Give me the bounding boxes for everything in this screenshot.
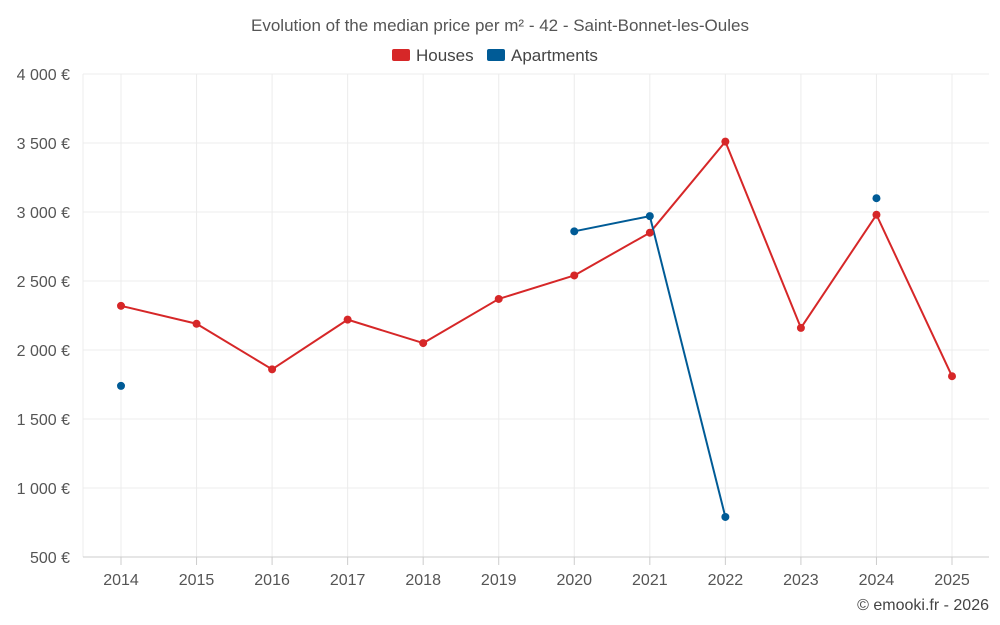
axes: 500 € 1 000 € 1 500 € 2 000 € 2 500 € 3 000 €… [17, 67, 989, 589]
y-tick-label: 2 000 € [17, 343, 70, 360]
data-point-apartments[interactable] [721, 512, 730, 521]
x-tick-label: 2017 [330, 572, 366, 589]
y-tick-label: 4 000 € [17, 67, 70, 84]
x-tick-label: 2023 [783, 572, 819, 589]
legend-label-apartments: Apartments [511, 46, 598, 65]
data-point-houses[interactable] [117, 301, 125, 310]
credit-text: © emooki.fr - 2026 [857, 597, 989, 614]
data-point-houses[interactable] [192, 319, 201, 328]
data-point-houses[interactable] [494, 294, 503, 303]
x-tick-label: 2018 [405, 572, 441, 589]
legend-swatch-houses [392, 49, 410, 61]
data-point-houses[interactable] [343, 315, 352, 324]
y-tick-label: 1 000 € [17, 481, 70, 498]
legend-swatch-apartments [487, 49, 505, 61]
series-lines [120, 140, 953, 518]
data-point-houses[interactable] [570, 271, 579, 280]
data-points [117, 137, 956, 521]
y-tick-label: 3 000 € [17, 205, 70, 222]
x-tick-label: 2016 [254, 572, 290, 589]
y-tick-label: 3 500 € [17, 136, 70, 153]
x-tick-label: 2015 [179, 572, 215, 589]
data-point-apartments[interactable] [872, 194, 881, 203]
x-tick-label: 2025 [934, 572, 970, 589]
data-point-apartments[interactable] [570, 227, 579, 236]
data-point-apartments[interactable] [645, 212, 654, 221]
y-tick-label: 500 € [30, 550, 70, 567]
data-point-houses[interactable] [721, 137, 730, 146]
data-point-houses[interactable] [948, 372, 956, 381]
data-point-houses[interactable] [645, 228, 654, 237]
chart-title: Evolution of the median price per m² - 4… [251, 16, 749, 35]
series-line-houses [120, 140, 953, 377]
data-point-houses[interactable] [268, 365, 277, 374]
x-tick-label: 2020 [556, 572, 592, 589]
y-tick-label: 2 500 € [17, 274, 70, 291]
legend: Houses Apartments [392, 46, 598, 65]
y-tick-label: 1 500 € [17, 412, 70, 429]
x-tick-label: 2019 [481, 572, 517, 589]
legend-item-houses[interactable]: Houses [392, 46, 474, 65]
legend-label-houses: Houses [416, 46, 474, 65]
x-tick-label: 2021 [632, 572, 668, 589]
x-tick-label: 2022 [708, 572, 744, 589]
x-tick-label: 2024 [859, 572, 895, 589]
x-tick-label: 2014 [103, 572, 139, 589]
data-point-houses[interactable] [796, 323, 805, 332]
legend-item-apartments[interactable]: Apartments [487, 46, 598, 65]
data-point-houses[interactable] [419, 339, 428, 348]
data-point-apartments[interactable] [117, 381, 125, 390]
data-point-houses[interactable] [872, 210, 881, 219]
grid-lines [82, 73, 989, 557]
